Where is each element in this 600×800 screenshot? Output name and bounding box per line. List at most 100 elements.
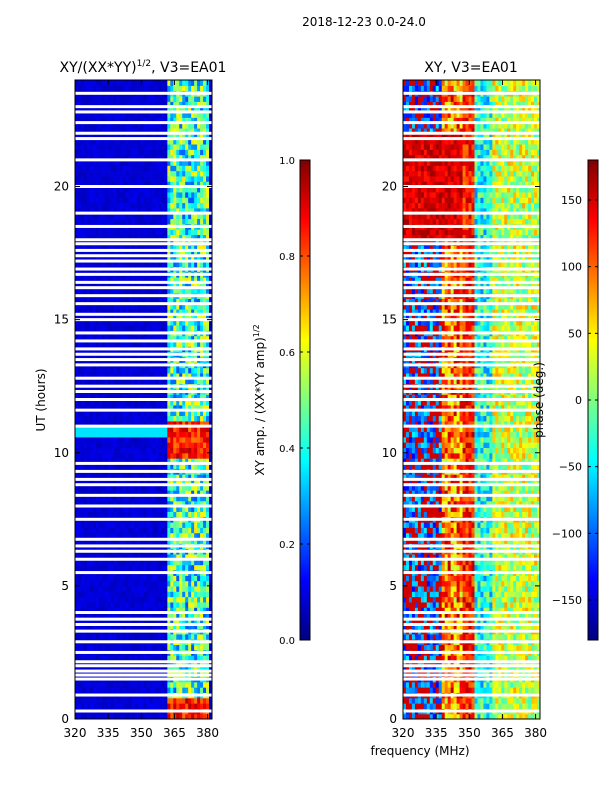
heatmap-1-cell xyxy=(98,442,103,449)
heatmap-1-cell xyxy=(167,277,171,283)
heatmap-1-cell xyxy=(194,591,198,598)
heatmap-1-cell xyxy=(122,218,127,225)
heatmap-1-cell xyxy=(80,655,85,662)
heatmap-1-cell xyxy=(80,687,85,693)
heatmap-1-cell xyxy=(188,282,192,289)
heatmap-1-cell xyxy=(158,612,162,619)
heatmap-1-cell xyxy=(125,575,130,582)
heatmap-1-cell xyxy=(182,340,186,347)
heatmap-1-cell xyxy=(200,277,204,283)
heatmap-1-cell xyxy=(176,261,180,267)
heatmap-1-cell xyxy=(197,703,201,709)
heatmap-1-cell xyxy=(92,340,97,347)
heatmap-1-cell xyxy=(170,372,174,379)
heatmap-1-cell xyxy=(95,255,100,262)
heatmap-1-cell xyxy=(128,319,133,326)
heatmap-1-cell xyxy=(191,431,195,438)
heatmap-1-cell xyxy=(179,521,183,528)
heatmap-1-cell xyxy=(161,633,165,640)
heatmap-1-cell xyxy=(107,420,112,427)
heatmap-1-cell xyxy=(89,500,94,507)
heatmap-1-cell xyxy=(194,500,198,507)
heatmap-1-cell xyxy=(95,154,100,161)
heatmap-1-cell xyxy=(152,601,157,608)
heatmap-1-cell xyxy=(89,490,94,496)
heatmap-1-cell xyxy=(209,553,212,560)
heatmap-1-cell xyxy=(92,415,97,422)
heatmap-1-cell xyxy=(188,143,192,150)
heatmap-1-cell xyxy=(128,506,133,512)
heatmap-1-cell xyxy=(152,319,157,326)
heatmap-1-cell xyxy=(149,559,154,566)
heatmap-1-cell xyxy=(158,495,162,502)
heatmap-1-cell xyxy=(209,660,212,667)
heatmap-1-cell xyxy=(137,191,142,198)
heatmap-1-cell xyxy=(170,213,174,220)
heatmap-1-cell xyxy=(116,527,121,534)
heatmap-1-cell xyxy=(95,532,100,539)
heatmap-1-cell xyxy=(140,170,145,177)
heatmap-1-cell xyxy=(95,511,100,518)
heatmap-1-cell xyxy=(185,165,189,172)
heatmap-1-cell xyxy=(98,511,103,518)
heatmap-1-cell xyxy=(173,490,177,496)
heatmap-1-cell xyxy=(209,149,212,156)
heatmap-1-cell xyxy=(128,207,133,214)
heatmap-1-cell xyxy=(122,537,127,544)
heatmap-1-cell xyxy=(197,506,201,512)
heatmap-1-cell xyxy=(77,314,82,321)
heatmap-1-cell xyxy=(188,559,192,566)
heatmap-1-cell xyxy=(80,191,85,198)
heatmap-1-cell xyxy=(98,495,103,502)
heatmap-1-cell xyxy=(104,537,109,544)
heatmap-1-cell xyxy=(146,655,151,662)
heatmap-1-cell xyxy=(101,191,106,198)
heatmap-1-cell xyxy=(125,644,130,651)
heatmap-1-cell xyxy=(176,298,180,305)
heatmap-1-cell xyxy=(104,553,109,560)
heatmap-1-cell xyxy=(83,250,88,257)
heatmap-1-cell xyxy=(131,527,136,534)
heatmap-1-cell xyxy=(125,197,130,204)
heatmap-1-cell xyxy=(98,612,103,619)
heatmap-1-cell xyxy=(200,458,204,464)
heatmap-1-cell xyxy=(179,303,183,310)
heatmap-1-cell xyxy=(206,564,210,571)
heatmap-1-cell xyxy=(197,479,201,486)
heatmap-1-cell xyxy=(110,697,115,704)
heatmap-1-cell xyxy=(116,458,121,464)
heatmap-1-cell xyxy=(158,687,162,693)
heatmap-1-cell xyxy=(95,186,100,193)
heatmap-1-cell xyxy=(86,303,91,310)
heatmap-1-cell xyxy=(98,197,103,204)
heatmap-1-cell xyxy=(80,623,85,630)
heatmap-1-cell xyxy=(134,681,139,688)
heatmap-1-cell xyxy=(80,229,85,236)
heatmap-1-cell xyxy=(143,287,148,294)
heatmap-1-cell xyxy=(89,149,94,156)
heatmap-1-cell xyxy=(155,287,159,294)
heatmap-1-cell xyxy=(197,575,201,582)
heatmap-1-cell xyxy=(194,277,198,283)
heatmap-1-cell xyxy=(155,527,159,534)
heatmap-1-cell xyxy=(185,410,189,417)
heatmap-1-cell xyxy=(155,660,159,667)
heatmap-1-cell xyxy=(185,399,189,406)
heatmap-1-cell xyxy=(89,410,94,417)
heatmap-1-cell xyxy=(197,633,201,640)
heatmap-1-cell xyxy=(185,575,189,582)
heatmap-1-cell xyxy=(125,580,130,587)
heatmap-1-cell xyxy=(164,553,168,560)
heatmap-1-cell xyxy=(75,197,79,204)
heatmap-1-cell xyxy=(149,585,154,592)
chart-1-title-exp: 1/2 xyxy=(137,59,151,69)
heatmap-1-cell xyxy=(80,319,85,326)
heatmap-1-cell xyxy=(98,575,103,582)
heatmap-1-cell xyxy=(167,575,171,582)
heatmap-1-cell xyxy=(80,394,85,401)
heatmap-1-cell xyxy=(95,521,100,528)
heatmap-1-cell xyxy=(131,607,136,614)
heatmap-1-cell xyxy=(176,170,180,177)
heatmap-1-cell xyxy=(83,479,88,486)
heatmap-1-cell xyxy=(164,474,168,480)
